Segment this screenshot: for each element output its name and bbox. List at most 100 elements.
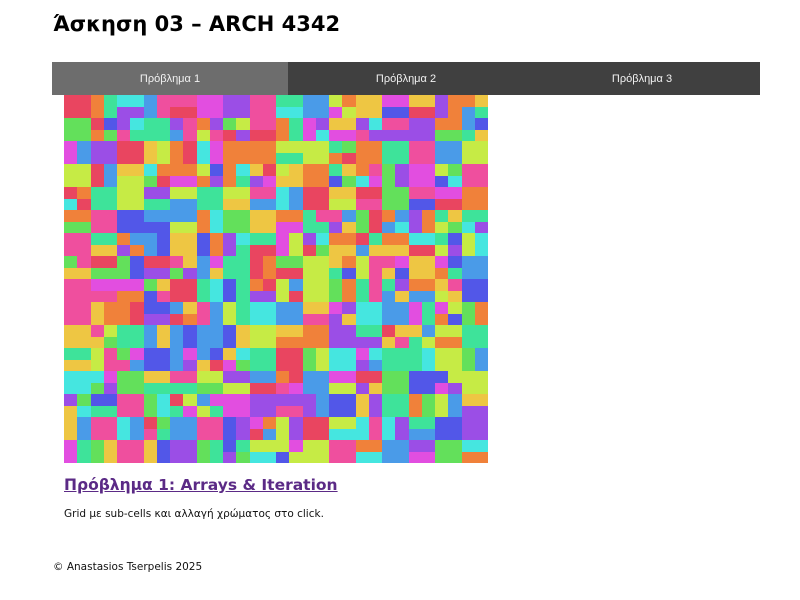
grid-sub-cell[interactable] <box>103 382 117 394</box>
grid-sub-cell[interactable] <box>103 348 117 371</box>
grid-sub-cell[interactable] <box>276 233 290 256</box>
grid-sub-cell[interactable] <box>183 129 197 141</box>
grid-cell[interactable] <box>64 95 91 118</box>
grid-sub-cell[interactable] <box>90 405 117 417</box>
grid-sub-cell[interactable] <box>223 233 237 245</box>
grid-cell[interactable] <box>170 233 197 256</box>
grid-sub-cell[interactable] <box>209 302 223 325</box>
grid-sub-cell[interactable] <box>77 417 91 440</box>
grid-sub-cell[interactable] <box>196 382 223 394</box>
grid-sub-cell[interactable] <box>262 279 276 291</box>
grid-sub-cell[interactable] <box>183 348 197 360</box>
grid-cell[interactable] <box>196 302 223 325</box>
grid-sub-cell[interactable] <box>421 210 435 233</box>
grid-sub-cell[interactable] <box>315 233 329 245</box>
grid-cell[interactable] <box>355 187 382 210</box>
grid-cell[interactable] <box>196 440 223 463</box>
grid-sub-cell[interactable] <box>435 325 462 337</box>
grid-cell[interactable] <box>461 302 488 325</box>
grid-sub-cell[interactable] <box>276 451 290 463</box>
grid-sub-cell[interactable] <box>249 175 263 187</box>
grid-sub-cell[interactable] <box>196 118 210 130</box>
grid-sub-cell[interactable] <box>143 118 170 141</box>
grid-sub-cell[interactable] <box>355 210 369 233</box>
grid-cell[interactable] <box>408 233 435 256</box>
grid-sub-cell[interactable] <box>117 233 131 245</box>
grid-sub-cell[interactable] <box>262 95 276 118</box>
grid-cell[interactable] <box>382 279 409 302</box>
grid-sub-cell[interactable] <box>117 210 144 233</box>
grid-sub-cell[interactable] <box>435 371 449 383</box>
grid-cell[interactable] <box>382 210 409 233</box>
grid-sub-cell[interactable] <box>408 428 435 440</box>
grid-sub-cell[interactable] <box>64 348 91 360</box>
grid-cell[interactable] <box>382 348 409 371</box>
grid-cell[interactable] <box>302 417 329 440</box>
grid-cell[interactable] <box>435 371 462 394</box>
grid-sub-cell[interactable] <box>196 325 223 348</box>
grid-sub-cell[interactable] <box>276 267 303 279</box>
grid-cell[interactable] <box>461 164 488 187</box>
grid-cell[interactable] <box>223 233 250 256</box>
grid-cell[interactable] <box>302 187 329 210</box>
grid-sub-cell[interactable] <box>156 290 170 302</box>
grid-cell[interactable] <box>143 141 170 164</box>
grid-cell[interactable] <box>223 118 250 141</box>
grid-sub-cell[interactable] <box>448 313 462 325</box>
grid-cell[interactable] <box>329 394 356 417</box>
grid-cell[interactable] <box>461 118 488 141</box>
color-grid-canvas[interactable] <box>64 95 488 463</box>
grid-cell[interactable] <box>223 371 250 394</box>
grid-sub-cell[interactable] <box>249 118 276 130</box>
grid-sub-cell[interactable] <box>448 221 462 233</box>
grid-cell[interactable] <box>143 118 170 141</box>
grid-cell[interactable] <box>461 256 488 279</box>
grid-cell[interactable] <box>435 279 462 302</box>
grid-sub-cell[interactable] <box>90 325 104 337</box>
grid-cell[interactable] <box>461 187 488 210</box>
grid-sub-cell[interactable] <box>329 129 356 141</box>
grid-sub-cell[interactable] <box>249 428 263 440</box>
grid-sub-cell[interactable] <box>90 348 104 371</box>
grid-sub-cell[interactable] <box>249 371 276 383</box>
grid-cell[interactable] <box>382 417 409 440</box>
grid-cell[interactable] <box>223 279 250 302</box>
grid-sub-cell[interactable] <box>435 164 449 176</box>
grid-sub-cell[interactable] <box>64 95 91 118</box>
grid-sub-cell[interactable] <box>209 187 223 210</box>
grid-sub-cell[interactable] <box>448 394 462 417</box>
grid-sub-cell[interactable] <box>302 440 329 463</box>
grid-sub-cell[interactable] <box>461 405 488 417</box>
grid-sub-cell[interactable] <box>90 129 104 141</box>
grid-sub-cell[interactable] <box>196 129 210 141</box>
grid-sub-cell[interactable] <box>64 221 91 233</box>
grid-sub-cell[interactable] <box>90 210 117 233</box>
grid-cell[interactable] <box>90 440 117 463</box>
grid-sub-cell[interactable] <box>196 233 210 256</box>
grid-sub-cell[interactable] <box>170 359 184 371</box>
grid-sub-cell[interactable] <box>408 106 435 118</box>
grid-sub-cell[interactable] <box>395 336 409 348</box>
grid-sub-cell[interactable] <box>249 244 276 256</box>
grid-sub-cell[interactable] <box>448 95 462 118</box>
grid-sub-cell[interactable] <box>249 417 263 429</box>
grid-sub-cell[interactable] <box>170 371 197 383</box>
grid-cell[interactable] <box>382 302 409 325</box>
grid-sub-cell[interactable] <box>103 95 117 118</box>
grid-sub-cell[interactable] <box>461 279 488 302</box>
grid-sub-cell[interactable] <box>170 267 184 279</box>
grid-sub-cell[interactable] <box>474 106 488 118</box>
grid-sub-cell[interactable] <box>143 417 157 429</box>
grid-sub-cell[interactable] <box>276 221 303 233</box>
grid-sub-cell[interactable] <box>408 336 422 348</box>
grid-sub-cell[interactable] <box>209 233 223 256</box>
grid-sub-cell[interactable] <box>117 440 144 463</box>
grid-sub-cell[interactable] <box>474 129 488 141</box>
grid-sub-cell[interactable] <box>143 175 157 187</box>
grid-sub-cell[interactable] <box>435 210 449 222</box>
grid-sub-cell[interactable] <box>262 417 276 429</box>
grid-sub-cell[interactable] <box>435 336 462 348</box>
grid-cell[interactable] <box>117 256 144 279</box>
grid-sub-cell[interactable] <box>355 175 369 187</box>
tab-problem-2[interactable]: Πρόβλημα 2 <box>375 72 437 85</box>
